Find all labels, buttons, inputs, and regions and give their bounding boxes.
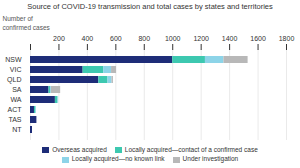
svg-text:200: 200 (53, 35, 65, 42)
svg-text:400: 400 (82, 35, 94, 42)
svg-text:VIC: VIC (10, 66, 22, 73)
svg-text:TAS: TAS (8, 116, 21, 123)
svg-text:confirmed cases: confirmed cases (3, 24, 51, 31)
html-text:Locally acquired—contact of a: Locally acquired—contact of a confirmed … (124, 146, 258, 153)
svg-text:ACT: ACT (8, 106, 23, 113)
svg-text:NSW: NSW (5, 56, 22, 63)
svg-text:Number of: Number of (3, 15, 34, 22)
svg-text:800: 800 (138, 35, 150, 42)
svg-text:600: 600 (110, 35, 122, 42)
svg-text:1400: 1400 (222, 35, 238, 42)
svg-text:QLD: QLD (7, 76, 21, 84)
svg-text:SA: SA (12, 86, 22, 93)
html-text:Overseas acquired: Overseas acquired (52, 146, 107, 153)
svg-text:1800: 1800 (279, 35, 295, 42)
svg-text:1600: 1600 (250, 35, 266, 42)
svg-text:NT: NT (12, 126, 22, 133)
html-text:Source of COVID-19 transmissio: Source of COVID-19 transmission and tota… (27, 2, 273, 11)
html-text:Under investigation: Under investigation (182, 155, 239, 163)
svg-text:1200: 1200 (193, 35, 209, 42)
svg-text:WA: WA (10, 96, 21, 103)
svg-text:1000: 1000 (165, 35, 181, 42)
html-text:Locally acquired—no known link: Locally acquired—no known link (71, 155, 165, 163)
